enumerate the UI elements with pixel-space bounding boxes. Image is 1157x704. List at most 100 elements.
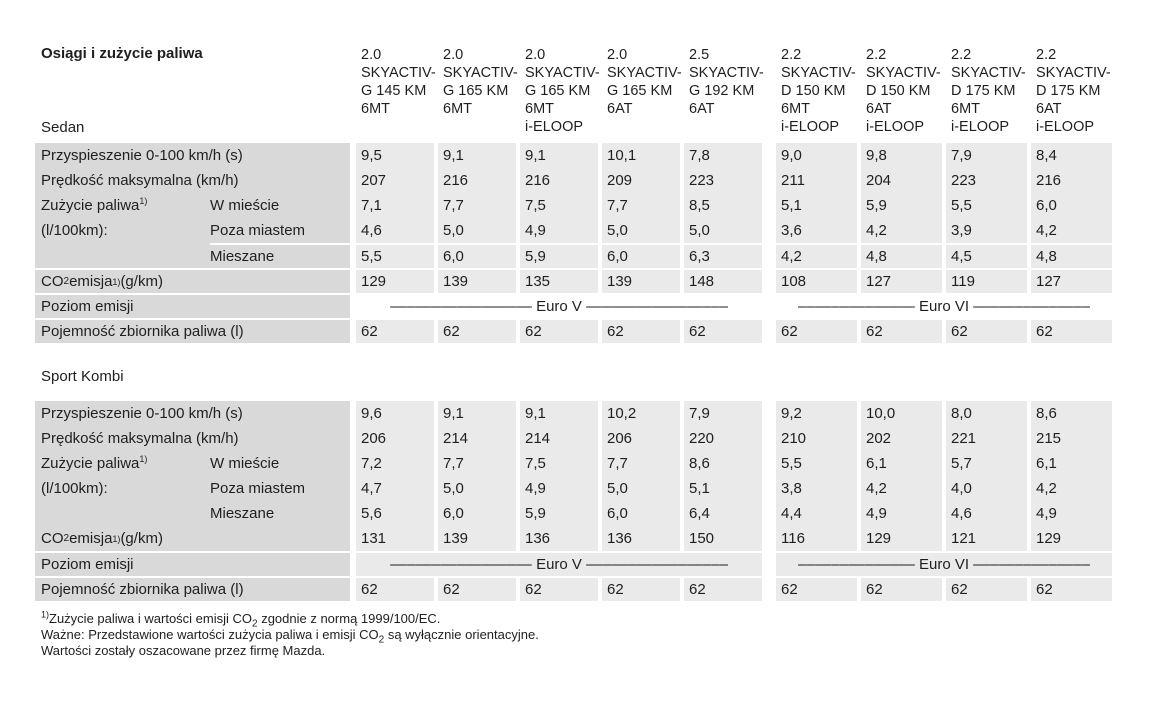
table-header: Osiągi i zużycie paliwa Sedan 2.0 SKYACT… (35, 45, 1157, 143)
column-header-6: 2.2 SKYACTIV- D 150 KM 6MT i-ELOOP (781, 47, 856, 135)
value-cell-vmax: 215 (1031, 426, 1112, 451)
value-cell-accel: 9,2 (776, 401, 857, 426)
value-cell-mixed: 6,0 (438, 243, 516, 268)
row-label-fuel-consumption: Zużycie paliwa1) (l/100km): W mieście Poza … (35, 193, 350, 268)
value-cell-vmax: 220 (684, 426, 762, 451)
value-cell-city: 7,7 (602, 451, 680, 476)
column-header-8: 2.2 SKYACTIV- D 175 KM 6MT i-ELOOP (951, 47, 1026, 135)
value-cell-accel: 9,1 (520, 401, 598, 426)
value-cell-city: 5,9 (861, 193, 942, 218)
value-cell-tank: 62 (438, 576, 516, 601)
value-cell-vmax: 221 (946, 426, 1027, 451)
value-cell-city: 7,5 (520, 451, 598, 476)
value-cell-tank: 62 (776, 318, 857, 343)
value-cell-co2: 136 (602, 526, 680, 551)
value-cell-accel: 8,6 (1031, 401, 1112, 426)
value-cell-tank: 62 (776, 576, 857, 601)
value-cell-tank: 62 (356, 318, 434, 343)
value-cell-vmax: 214 (438, 426, 516, 451)
column-header-3: 2.0 SKYACTIV- G 165 KM 6MT i-ELOOP (525, 47, 600, 135)
value-cell-accel: 10,1 (602, 143, 680, 168)
value-cell-extra: 5,1 (684, 476, 762, 501)
value-cell-extra: 5,0 (602, 476, 680, 501)
value-cell-extra: 4,2 (861, 218, 942, 243)
value-cell-extra: 5,0 (438, 218, 516, 243)
row-label-tank: Pojemność zbiornika paliwa (l) (35, 318, 350, 343)
value-cell-co2: 148 (684, 268, 762, 293)
value-cell-vmax: 211 (776, 168, 857, 193)
value-cell-tank: 62 (520, 318, 598, 343)
column-header-2: 2.0 SKYACTIV- G 165 KM 6MT (443, 47, 518, 117)
value-cell-extra: 4,2 (861, 476, 942, 501)
row-sublabel-extra: Poza miastem (210, 480, 306, 497)
footnotes: 1)Zużycie paliwa i wartości emisji CO2 z… (35, 609, 1157, 659)
value-cell-vmax: 210 (776, 426, 857, 451)
value-cell-vmax: 202 (861, 426, 942, 451)
value-cell-vmax: 214 (520, 426, 598, 451)
value-cell-tank: 62 (861, 318, 942, 343)
value-cell-co2: 129 (861, 526, 942, 551)
value-cell-co2: 119 (946, 268, 1027, 293)
value-cell-accel: 7,8 (684, 143, 762, 168)
value-cell-tank: 62 (1031, 318, 1112, 343)
value-cell-city: 5,5 (776, 451, 857, 476)
value-cell-accel: 8,4 (1031, 143, 1112, 168)
value-cell-tank: 62 (520, 576, 598, 601)
value-cell-mixed: 5,9 (520, 501, 598, 526)
value-cell-mixed: 5,9 (520, 243, 598, 268)
value-cell-vmax: 216 (1031, 168, 1112, 193)
row-label-emission: Poziom emisji (35, 293, 350, 318)
value-cell-city: 6,1 (861, 451, 942, 476)
value-cell-tank: 62 (356, 576, 434, 601)
value-cell-co2: 131 (356, 526, 434, 551)
value-cell-tank: 62 (602, 318, 680, 343)
value-cell-accel: 9,5 (356, 143, 434, 168)
value-cell-extra: 4,9 (520, 218, 598, 243)
column-header-9: 2.2 SKYACTIV- D 175 KM 6AT i-ELOOP (1036, 47, 1111, 135)
value-cell-tank: 62 (1031, 576, 1112, 601)
row-label-emission: Poziom emisji (35, 551, 350, 576)
fuel-label-line1: Zużycie paliwa1) (41, 196, 148, 215)
fuel-consumption-main-label: Zużycie paliwa1) (l/100km): (35, 451, 210, 526)
value-cell-city: 8,6 (684, 451, 762, 476)
value-cell-mixed: 4,2 (776, 243, 857, 268)
value-cell-city: 7,7 (602, 193, 680, 218)
value-cell-mixed: 4,8 (1031, 243, 1112, 268)
row-label-accel: Przyspieszenie 0-100 km/h (s) (35, 401, 350, 426)
value-cell-vmax: 204 (861, 168, 942, 193)
value-cell-co2: 150 (684, 526, 762, 551)
value-cell-co2: 127 (861, 268, 942, 293)
page-title: Osiągi i zużycie paliwa (41, 45, 203, 62)
value-cell-mixed: 4,5 (946, 243, 1027, 268)
value-cell-vmax: 216 (438, 168, 516, 193)
value-cell-co2: 121 (946, 526, 1027, 551)
row-sublabel-mixed: Mieszane (210, 505, 275, 522)
value-cell-vmax: 216 (520, 168, 598, 193)
value-cell-extra: 4,2 (1031, 476, 1112, 501)
value-cell-city: 7,7 (438, 451, 516, 476)
value-cell-mixed: 4,6 (946, 501, 1027, 526)
spec-sheet: Osiągi i zużycie paliwa Sedan 2.0 SKYACT… (35, 45, 1157, 659)
value-cell-accel: 9,1 (438, 401, 516, 426)
footnote-1: 1)Zużycie paliwa i wartości emisji CO2 z… (41, 609, 441, 630)
row-label-co2: CO 2 emisja 1) (g/km) (35, 268, 350, 293)
value-cell-co2: 108 (776, 268, 857, 293)
value-cell-co2: 139 (438, 268, 516, 293)
value-cell-extra: 4,6 (356, 218, 434, 243)
value-cell-city: 7,1 (356, 193, 434, 218)
value-cell-extra: 4,0 (946, 476, 1027, 501)
row-sublabel-mixed: Mieszane (210, 243, 350, 268)
emission-band-euro-v: ––––––––––––––––– Euro V –––––––––––––––… (356, 551, 762, 576)
value-cell-mixed: 4,9 (861, 501, 942, 526)
value-cell-extra: 4,7 (356, 476, 434, 501)
row-sublabel-city: W mieście (210, 455, 280, 472)
value-cell-city: 6,0 (1031, 193, 1112, 218)
value-cell-extra: 3,8 (776, 476, 857, 501)
value-cell-tank: 62 (684, 576, 762, 601)
row-label-vmax: Prędkość maksymalna (km/h) (35, 168, 350, 193)
value-cell-mixed: 6,0 (602, 501, 680, 526)
emission-band-euro-v: ––––––––––––––––– Euro V –––––––––––––––… (356, 293, 762, 318)
fuel-label-line2: (l/100km): (41, 480, 108, 497)
value-cell-co2: 127 (1031, 268, 1112, 293)
value-cell-accel: 9,6 (356, 401, 434, 426)
